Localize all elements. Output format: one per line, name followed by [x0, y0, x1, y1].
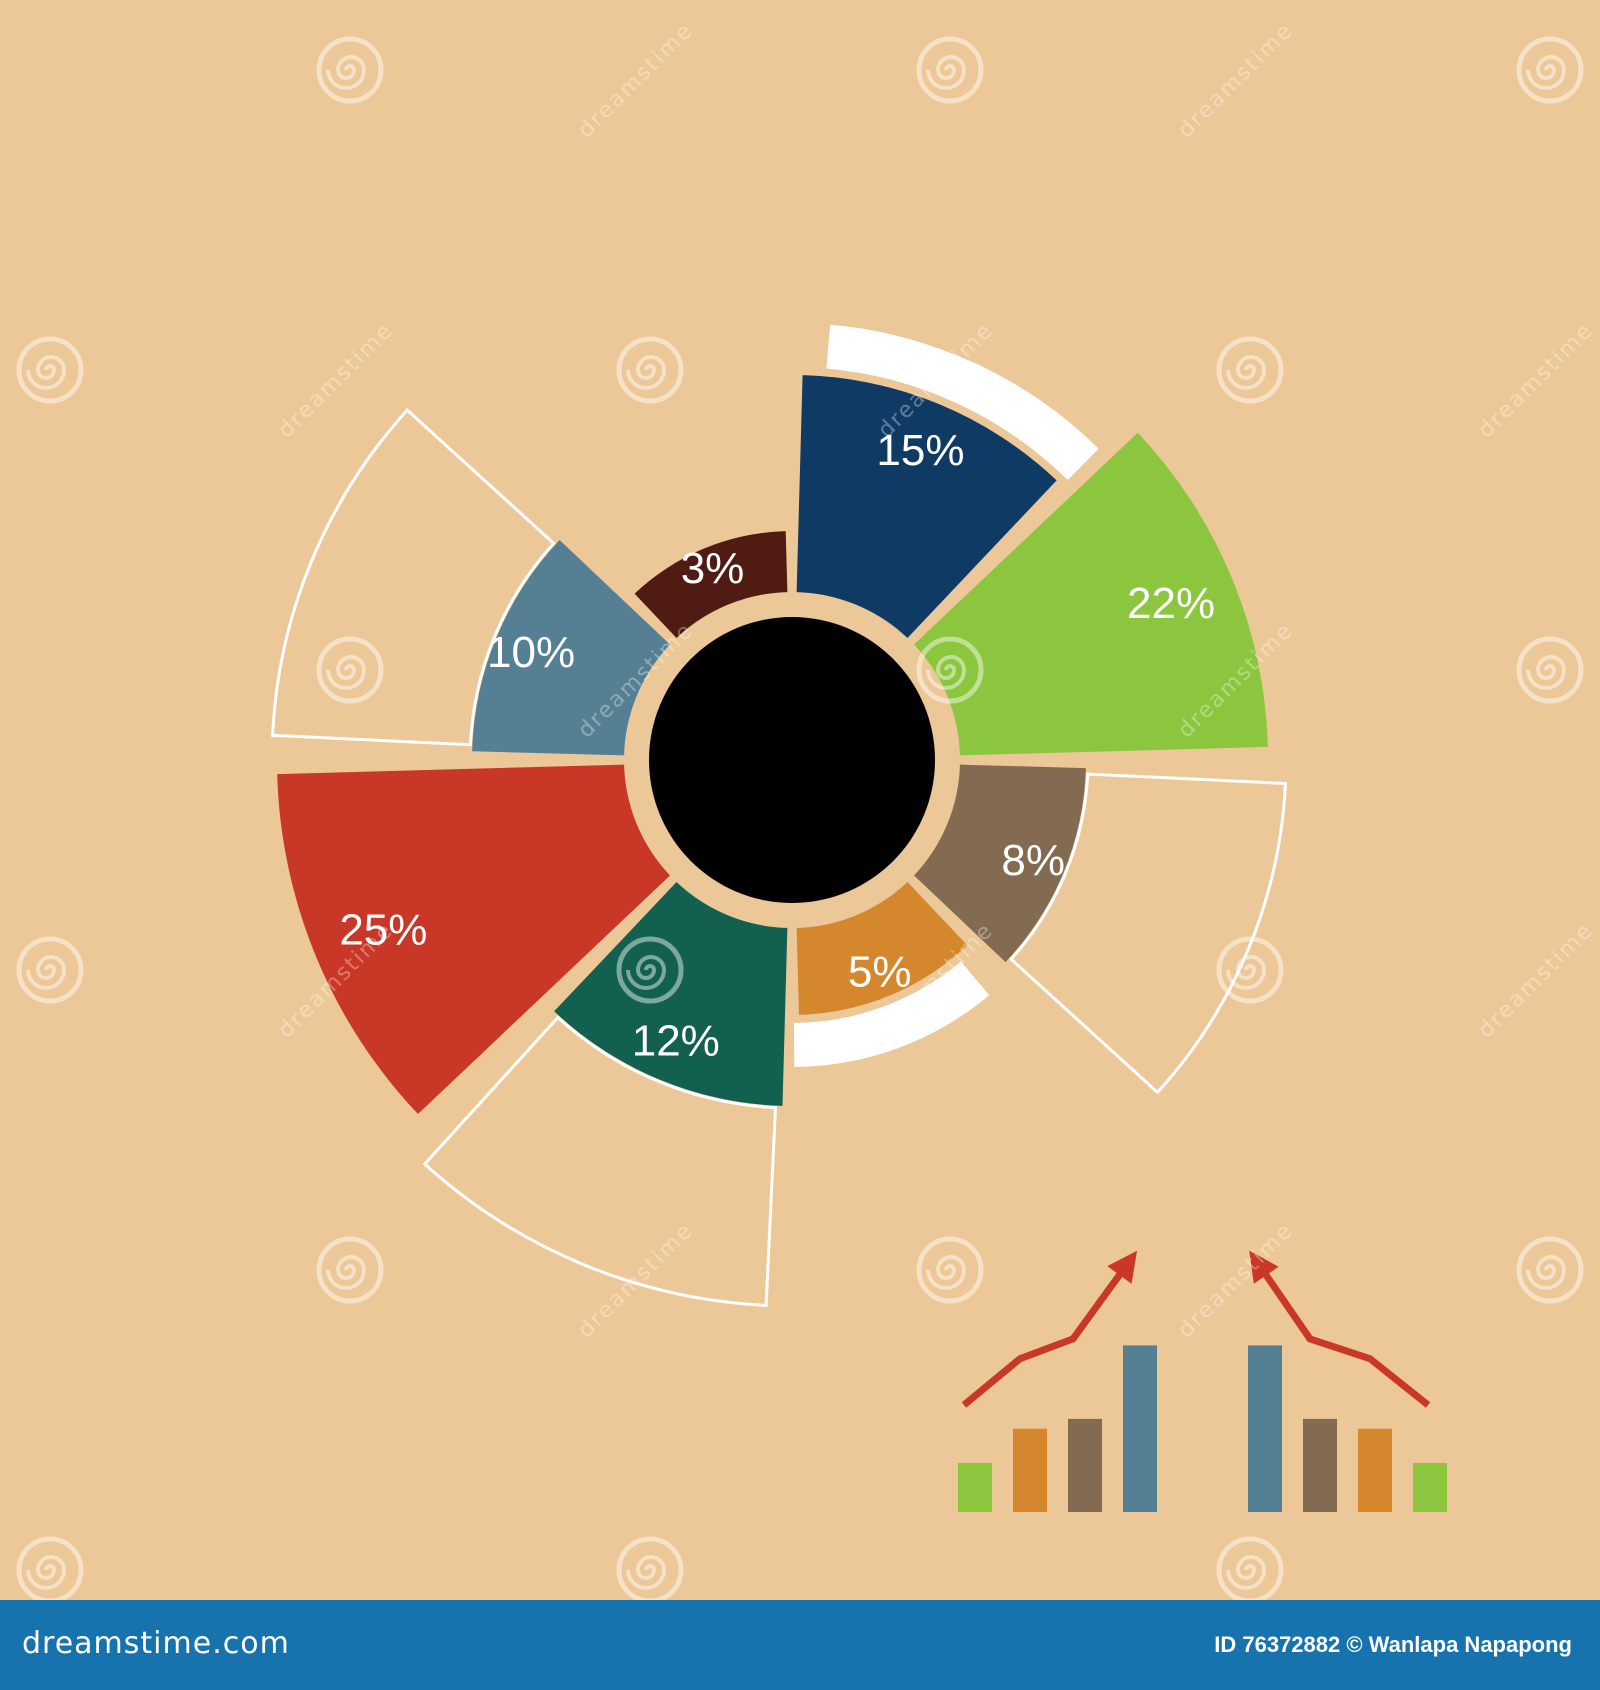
outline-sector-4: [422, 1015, 778, 1307]
bar-down-2: [1303, 1418, 1337, 1512]
trend-line-up: [961, 1258, 1133, 1408]
outline-sector-6: [271, 408, 556, 747]
white-accent-arc-3: [793, 961, 990, 1067]
slice-label-10pct: 10%: [487, 628, 575, 677]
pie-slice-3pct: [634, 531, 788, 638]
chart-svg: 15% 22% 8% 5% 12% 25% 10% 3%: [271, 324, 1447, 1512]
pie-slice-10pct: [472, 540, 670, 756]
footer-brand: dreamstime.com: [22, 1626, 290, 1661]
slice-label-3pct: 3%: [681, 544, 745, 593]
rose-pie-chart: 15% 22% 8% 5% 12% 25% 10% 3%: [271, 324, 1288, 1307]
white-accent-arc-0: [826, 324, 1099, 481]
trend-arrowhead-up: [1107, 1250, 1138, 1284]
slice-label-15pct: 15%: [876, 426, 964, 475]
slice-label-12pct: 12%: [632, 1017, 720, 1066]
footer-bar: dreamstime.com ID 76372882 © Wanlapa Nap…: [0, 1600, 1600, 1690]
infographic-canvas: 15% 22% 8% 5% 12% 25% 10% 3%: [271, 324, 1447, 1512]
slice-label-22pct: 22%: [1127, 579, 1215, 628]
pie-slice-8pct: [914, 764, 1086, 963]
pie-slice-15pct: [796, 375, 1057, 638]
bar-up-3: [1068, 1418, 1102, 1512]
pie-slice-12pct: [554, 882, 788, 1106]
pie-slice-22pct: [914, 432, 1268, 756]
image-credit: ID 76372882 © Wanlapa Napapong: [1214, 1632, 1572, 1657]
slice-label-5pct: 5%: [848, 948, 912, 997]
bar-down-1: [1248, 1345, 1282, 1512]
slice-label-8pct: 8%: [1001, 836, 1065, 885]
bar-up-1: [958, 1463, 992, 1512]
trend-arrowhead-down: [1249, 1250, 1279, 1284]
bar-down-3: [1358, 1428, 1392, 1512]
pie-slice-25pct: [277, 764, 670, 1115]
trend-line-down: [1253, 1258, 1431, 1408]
slice-label-25pct: 25%: [339, 905, 427, 954]
falling-bar-chart: [1248, 1250, 1447, 1512]
rising-bar-chart: [958, 1250, 1157, 1512]
bar-down-4: [1413, 1463, 1447, 1512]
center-disc: [649, 617, 935, 903]
bar-up-4: [1123, 1345, 1157, 1512]
bar-up-2: [1013, 1428, 1047, 1512]
pie-slice-5pct: [796, 882, 968, 1015]
outline-sector-2: [1008, 772, 1288, 1095]
